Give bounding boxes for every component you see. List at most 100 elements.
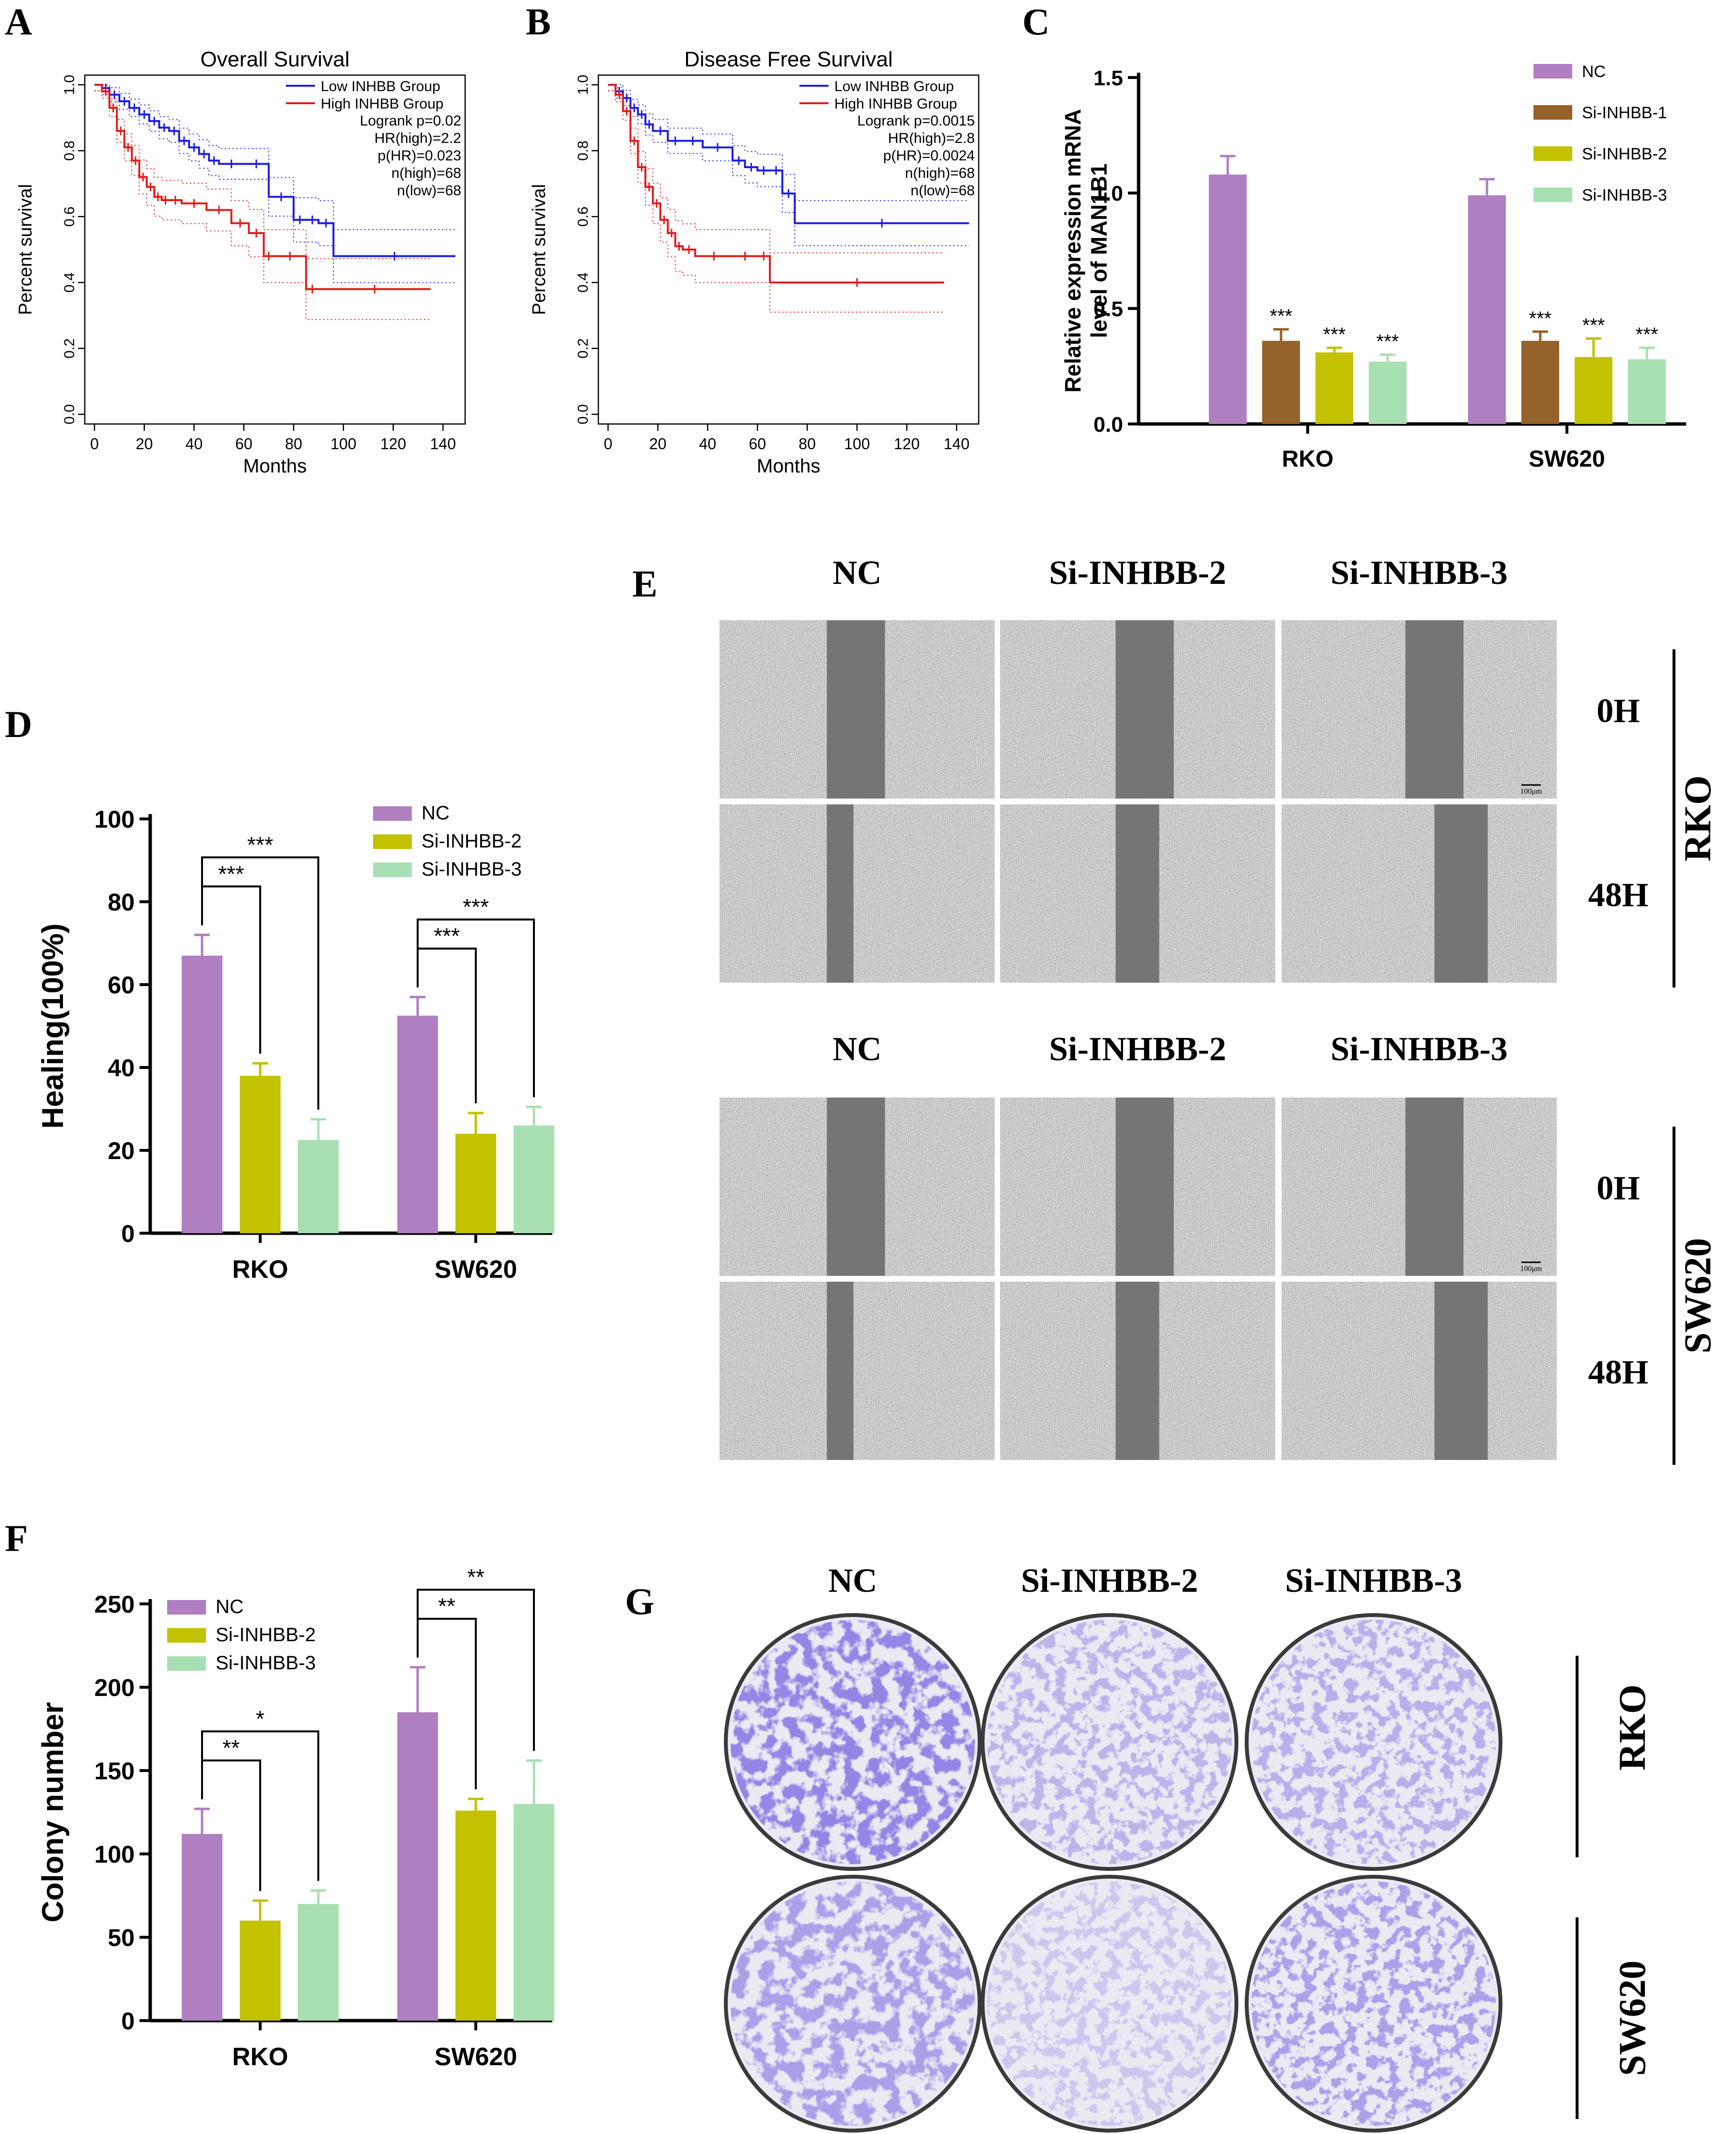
wound-gap xyxy=(1405,620,1464,799)
column-header: NC xyxy=(828,1562,877,1600)
significance-bracket xyxy=(417,918,535,1098)
column-header: NC xyxy=(832,554,881,592)
significance-bracket xyxy=(417,1588,535,1751)
column-header: Si-INHBB-2 xyxy=(1049,1031,1226,1068)
x-tick-label: 60 xyxy=(749,435,766,453)
bar-rko-nc xyxy=(182,1834,222,2021)
y-tick-label: 1.0 xyxy=(62,75,78,95)
column-header: Si-INHBB-3 xyxy=(1330,554,1508,592)
bar-sw620-si-inhbb-1 xyxy=(1521,341,1559,424)
y-tick-label: 60 xyxy=(108,972,135,999)
y-tick-label: 0.8 xyxy=(62,141,78,161)
significance-mark: ** xyxy=(467,1565,485,1590)
bar-sw620-si-inhbb-3 xyxy=(1628,359,1666,424)
significance-mark: *** xyxy=(1582,315,1605,336)
bar-rko-si-inhbb-3 xyxy=(1369,361,1407,424)
wound-gap xyxy=(827,620,885,799)
significance-mark: * xyxy=(256,1706,265,1731)
stat-label: HR(high)=2.8 xyxy=(888,130,975,146)
y-tick-label: 0.6 xyxy=(575,206,591,227)
bar-rko-si-inhbb-1 xyxy=(1262,341,1300,424)
y-axis-label: Percent survival xyxy=(529,184,549,315)
category-label: SW620 xyxy=(435,1255,517,1284)
x-tick-label: 20 xyxy=(136,435,153,453)
significance-mark: *** xyxy=(1323,324,1346,345)
x-axis-label: Months xyxy=(757,455,820,477)
legend-label: NC xyxy=(422,802,450,824)
timepoint-label: 48H xyxy=(1588,1354,1648,1391)
bar-sw620-si-inhbb-3 xyxy=(514,1804,554,2021)
y-tick-label: 80 xyxy=(108,889,135,916)
legend-label: Low INHBB Group xyxy=(834,78,954,94)
wound-healing-panel-e: NC Si-INHBB-2 Si-INHBB-3 0H 48H 100μm RKO NC Si-… xyxy=(719,554,1719,1465)
significance-mark: *** xyxy=(463,894,489,920)
bar-rko-nc xyxy=(182,956,222,1233)
colony-plates-panel-g: NC Si-INHBB-2 Si-INHBB-3 RKO SW620 xyxy=(724,1562,1653,2133)
y-tick-label: 0.0 xyxy=(1094,413,1123,437)
column-header: Si-INHBB-2 xyxy=(1049,554,1226,592)
bar-chart-c: 0.0 0.5 1.0 1.5 *** *** *** RKO *** *** *** SW620 NC… xyxy=(1060,63,1686,472)
micrograph-texture xyxy=(719,804,995,983)
category-label: RKO xyxy=(232,1255,288,1284)
scale-bar-label: 100μm xyxy=(1520,787,1542,796)
colony-cluster xyxy=(1251,1620,1496,1864)
x-tick-label: 120 xyxy=(894,435,920,453)
bar-sw620-si-inhbb-2 xyxy=(1575,357,1612,424)
y-axis-label: Percent survival xyxy=(16,184,36,315)
wound-gap xyxy=(1434,804,1488,983)
panel-label-e: E xyxy=(632,563,658,605)
colony-cluster xyxy=(987,1620,1232,1864)
x-tick-label: 20 xyxy=(649,435,667,453)
stat-label: n(low)=68 xyxy=(397,183,461,199)
micrograph-texture xyxy=(1282,1282,1557,1460)
column-header: Si-INHBB-3 xyxy=(1330,1031,1508,1068)
micrograph-texture xyxy=(719,1282,995,1460)
y-tick-label: 0.0 xyxy=(575,404,591,424)
panel-label-a: A xyxy=(5,0,32,43)
x-tick-label: 40 xyxy=(186,435,203,453)
scale-bar-label: 100μm xyxy=(1520,1265,1542,1273)
y-axis-label: level of MAN1B1 xyxy=(1086,163,1111,338)
wound-gap xyxy=(1434,1282,1488,1460)
stat-label: n(high)=68 xyxy=(391,165,461,181)
y-tick-label: 0 xyxy=(121,1220,135,1247)
legend-swatch xyxy=(167,1628,206,1643)
cell-line-label: RKO xyxy=(1611,1684,1653,1771)
category-label: SW620 xyxy=(1529,446,1605,472)
y-tick-label: 20 xyxy=(108,1137,135,1164)
stat-label: HR(high)=2.2 xyxy=(375,130,461,146)
significance-mark: ** xyxy=(222,1735,240,1760)
cell-line-label: SW620 xyxy=(1676,1238,1719,1353)
x-axis-label: Months xyxy=(243,455,307,477)
legend-label: Si-INHBB-2 xyxy=(216,1624,316,1646)
colony-cluster xyxy=(987,1882,1232,2126)
bar-sw620-si-inhbb-2 xyxy=(455,1810,496,2021)
legend-swatch xyxy=(1533,146,1572,161)
legend-label: NC xyxy=(216,1596,244,1617)
plot-frame xyxy=(597,74,980,425)
significance-bracket xyxy=(201,856,319,1110)
bar-rko-si-inhbb-3 xyxy=(298,1140,339,1233)
x-tick-label: 140 xyxy=(430,435,456,453)
x-tick-label: 140 xyxy=(944,435,970,453)
column-header: Si-INHBB-2 xyxy=(1021,1562,1198,1600)
x-tick-label: 60 xyxy=(235,435,252,453)
significance-mark: *** xyxy=(434,924,460,949)
y-tick-label: 0.6 xyxy=(62,206,78,227)
significance-mark: *** xyxy=(1636,324,1658,345)
x-tick-label: 80 xyxy=(285,435,302,453)
x-tick-label: 100 xyxy=(844,435,870,453)
column-header: Si-INHBB-3 xyxy=(1285,1562,1462,1600)
legend-label: High INHBB Group xyxy=(321,96,443,112)
category-label: RKO xyxy=(1282,446,1334,472)
column-header: NC xyxy=(832,1031,881,1068)
confidence-band-low xyxy=(94,90,455,283)
legend-swatch xyxy=(373,806,412,821)
bar-sw620-si-inhbb-3 xyxy=(514,1125,554,1233)
survival-plot-a: Overall Survival 0 20 40 60 80 100 120 140 0.0 0.2… xyxy=(16,47,466,477)
legend-label: Low INHBB Group xyxy=(321,78,440,94)
significance-mark: *** xyxy=(247,832,273,857)
stat-label: n(high)=68 xyxy=(905,165,975,181)
legend-swatch xyxy=(167,1600,206,1615)
